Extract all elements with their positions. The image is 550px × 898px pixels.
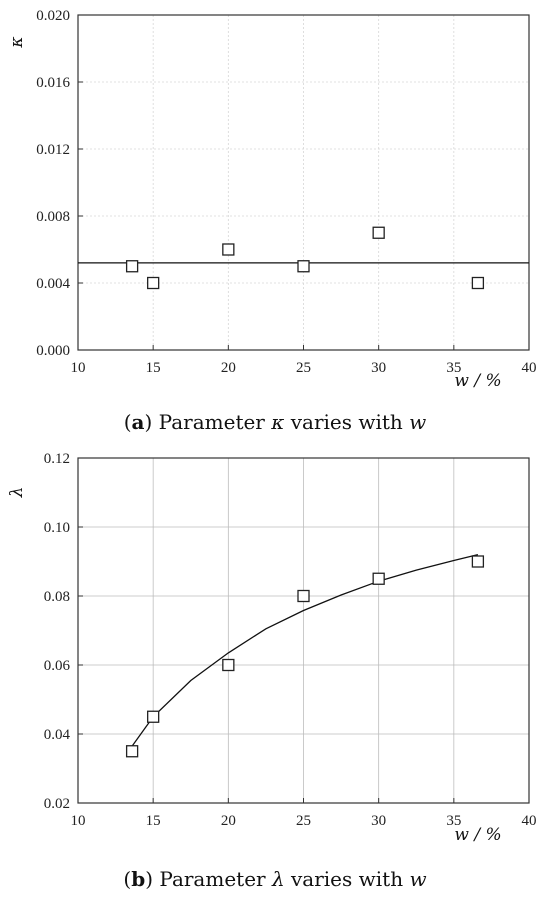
b-data-point [471,555,485,568]
b-y-tick-label: 0.06 [44,658,71,674]
a-y-tick-label: 0.004 [36,276,70,292]
b-y-tick-label: 0.10 [44,520,70,536]
caption-a-symbol: κ [271,410,285,434]
a-data-point [125,260,139,273]
plot-a-kappa: 10 15 20 25 30 35 40 0.000 0.004 0.008 0.012 0.016 0… [7,8,537,391]
a-data-point [471,276,485,290]
b-x-tick-label: 35 [446,813,461,829]
a-x-axis-label: w / % [454,371,501,391]
b-x-tick-label: 25 [296,813,311,829]
a-y-tick-label: 0.008 [36,209,70,225]
a-x-tick-label: 35 [446,360,461,376]
b-x-tick-label: 10 [71,813,86,829]
caption-a: (a) Parameter κ varies with w [123,410,427,434]
b-y-tick-label: 0.04 [44,727,71,743]
b-x-tick-label: 15 [146,813,161,829]
a-data-point [372,226,385,239]
a-x-tick-label: 25 [296,360,311,376]
b-x-tick-label: 40 [522,813,537,829]
a-y-tick-label: 0.000 [36,343,70,359]
caption-b: (b) Parameter λ varies with w [123,867,427,891]
b-y-axis-label: λ [7,487,27,499]
caption-a-letter: a [131,410,145,434]
b-y-tick-label: 0.02 [44,796,70,812]
b-y-tick-label: 0.08 [44,589,70,605]
caption-b-letter: b [131,867,146,891]
caption-b-text1: Parameter [153,867,272,891]
b-data-point [125,745,139,758]
b-y-tick-label: 0.12 [44,451,70,467]
caption-b-var: w [409,867,427,891]
a-data-point [297,260,310,273]
caption-a-text2: varies with [284,410,410,434]
a-x-tick-label: 15 [146,360,161,376]
b-fit-curve [131,553,479,747]
b-x-axis-label: w / % [454,825,501,845]
a-y-tick-label: 0.020 [36,8,70,24]
a-data-point [147,276,160,290]
caption-a-var: w [409,410,427,434]
b-x-tick-label: 20 [221,813,236,829]
a-y-axis-label: κ [7,36,27,48]
b-data-point [297,589,310,603]
a-x-tick-label: 40 [522,360,537,376]
b-data-point [147,710,160,723]
a-x-tick-label: 10 [71,360,86,376]
plot-b-lambda: 10 15 20 25 30 35 40 0.02 0.04 0.06 0.08 0.10 0.12 w … [7,451,537,845]
a-y-tick-label: 0.012 [36,142,70,158]
a-x-tick-label: 30 [371,360,386,376]
b-x-tick-label: 30 [371,813,386,829]
caption-b-text2: varies with [284,867,410,891]
b-data-point [372,572,385,585]
b-data-point [222,658,235,672]
caption-b-symbol: λ [271,867,285,891]
caption-a-text1: Parameter [152,410,272,434]
a-y-tick-label: 0.016 [36,75,70,91]
a-x-tick-label: 20 [221,360,236,376]
a-data-point [222,243,235,256]
